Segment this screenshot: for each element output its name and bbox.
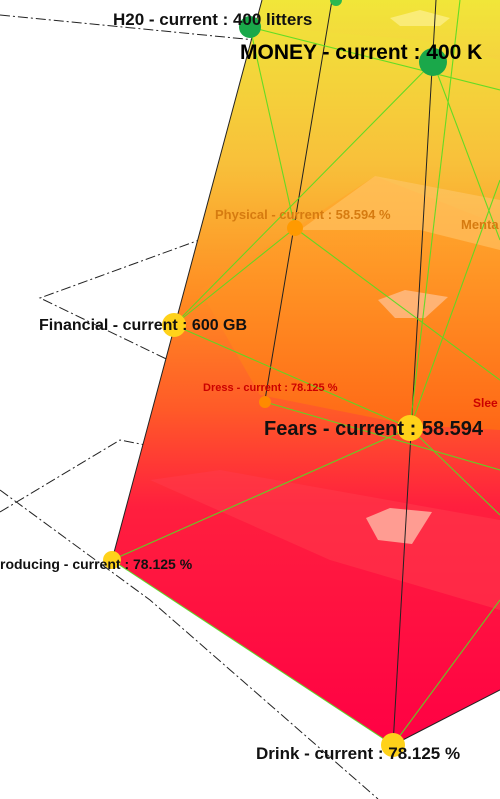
label-drink: Drink - current : 78.125 %: [256, 744, 460, 763]
bottom-plane-outline-lower: [0, 489, 379, 799]
node-financial[interactable]: [162, 313, 186, 337]
connector: [249, 26, 296, 229]
edge-right-bottom: [392, 689, 500, 746]
node-money[interactable]: [419, 48, 447, 76]
middle-slab-light: [300, 176, 500, 250]
connector-lines: [111, 0, 500, 746]
pentagon-bottom: [366, 508, 432, 544]
connector: [173, 61, 434, 326]
node-h2o[interactable]: [239, 16, 261, 38]
connector: [294, 227, 500, 381]
label-h2o: H20 - current : 400 litters: [113, 10, 312, 29]
connector: [409, 0, 461, 429]
label-producing: roducing - current : 78.125 %: [0, 556, 193, 572]
connector: [173, 227, 296, 326]
connector: [264, 401, 500, 471]
label-fears: Fears - current : 58.594: [264, 418, 484, 440]
label-money: MONEY - current : 400 K: [240, 41, 482, 64]
connector: [173, 324, 411, 429]
connector: [111, 427, 411, 561]
connector: [409, 427, 500, 516]
connector: [409, 179, 500, 429]
connector: [249, 26, 500, 91]
labels: H20 - current : 400 litters MONEY - curr…: [0, 10, 499, 763]
connector: [392, 599, 500, 746]
node-dress[interactable]: [259, 396, 271, 408]
label-dress: Dress - current : 78.125 %: [203, 382, 338, 394]
label-physical: Physical - current : 58.594 %: [215, 207, 391, 222]
nodes: [103, 0, 447, 757]
label-mental: Menta: [461, 217, 499, 232]
connector: [111, 559, 394, 746]
node-drink[interactable]: [381, 733, 405, 757]
pyramid-edges: [111, 0, 500, 746]
edge-center: [392, 0, 437, 746]
middle-slab: [200, 176, 500, 430]
top-slab: [260, 0, 500, 60]
node-producing[interactable]: [103, 551, 121, 569]
pentagon-middle: [378, 290, 448, 318]
edge-left: [111, 0, 263, 561]
node-fears[interactable]: [397, 415, 423, 441]
node-physical[interactable]: [287, 220, 303, 236]
node-top-center[interactable]: [330, 0, 342, 6]
edge-inner: [264, 0, 333, 401]
label-financial: Financial - current : 600 GB: [39, 317, 247, 334]
label-sleep: Slee: [473, 396, 498, 410]
